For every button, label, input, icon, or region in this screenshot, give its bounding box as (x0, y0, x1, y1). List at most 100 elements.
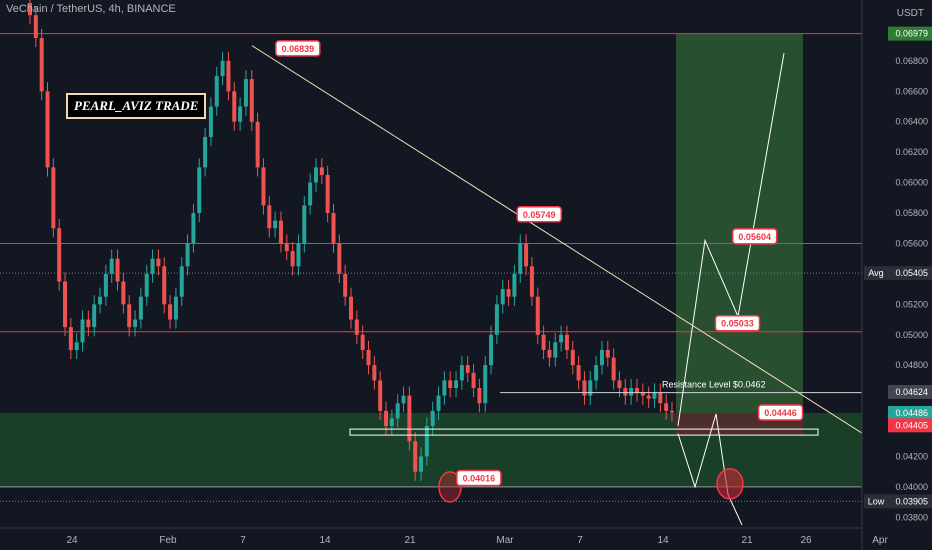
candle-body (173, 296, 178, 320)
y-tick-label: 0.04200 (895, 451, 928, 461)
candle-body (226, 60, 231, 92)
candle-body (389, 418, 394, 427)
candle-body (553, 342, 558, 358)
resistance-label: Resistance Level $0.0462 (662, 380, 766, 390)
candle-body (623, 388, 628, 396)
candle-body (80, 319, 85, 343)
candle-body (354, 319, 359, 335)
candle-body (489, 334, 494, 366)
candle-body (121, 281, 126, 305)
candle-body (343, 273, 348, 297)
candle-body (652, 392, 657, 399)
candle-body (570, 349, 575, 366)
candle-body (296, 243, 301, 267)
candle-body (611, 357, 616, 381)
price-callout-box (731, 228, 778, 245)
price-tag (888, 494, 932, 509)
candle-body (483, 365, 488, 404)
price-callout-label: 0.05604 (738, 232, 771, 242)
descending-trendline (251, 45, 883, 447)
candle-body (109, 258, 114, 274)
candle-body (115, 258, 120, 282)
y-tick-label: 0.05000 (895, 330, 928, 340)
x-tick-label: Mar (496, 535, 514, 546)
price-tag (888, 384, 932, 399)
candle-body (360, 334, 365, 350)
y-tick-label: 0.06000 (895, 178, 928, 188)
candle-body (658, 392, 663, 404)
target-highlight-circle (716, 468, 744, 500)
candle-body (436, 395, 441, 411)
price-callout-label: 0.05033 (721, 319, 754, 329)
candle-body (308, 182, 313, 206)
candle-body (86, 319, 91, 328)
x-tick-label: 7 (577, 535, 583, 546)
candle-body (465, 365, 470, 373)
price-callout-box (516, 206, 562, 223)
candle-body (33, 15, 38, 39)
candle-body (168, 304, 173, 320)
candle-body (518, 243, 523, 274)
candle-body (477, 388, 482, 404)
candle-body (424, 426, 429, 457)
bearish-projection-arrow (677, 413, 743, 526)
candle-body (395, 403, 400, 419)
candle-body (664, 403, 669, 411)
candle-body (459, 365, 464, 381)
candle-body (179, 266, 184, 297)
candle-body (337, 243, 342, 274)
candle-body (576, 365, 581, 381)
candle-body (401, 395, 406, 404)
candle-body (325, 174, 330, 214)
price-tag-label: 0.04405 (895, 420, 928, 430)
price-callout-label: 0.04446 (764, 408, 797, 418)
candle-body (156, 258, 161, 267)
candle-body (63, 281, 68, 328)
price-tag-badge (864, 494, 888, 509)
candle-body (150, 258, 155, 274)
brand-watermark: PEARL_AVIZ TRADE (66, 93, 207, 119)
candle-body (582, 380, 587, 396)
x-tick-label: 21 (741, 535, 753, 546)
candle-body (547, 349, 552, 358)
candle-body (629, 388, 634, 396)
candle-body (313, 167, 318, 183)
candle-body (506, 289, 511, 297)
price-tag (888, 26, 932, 41)
price-tag-label: 0.03905 (895, 496, 928, 506)
candle-body (45, 91, 50, 168)
candle-body (564, 334, 569, 350)
candle-body (92, 304, 97, 328)
candle-body (588, 380, 593, 396)
y-tick-label: 0.03800 (895, 512, 928, 522)
price-tag (888, 266, 932, 281)
currency-unit: USDT (896, 8, 924, 19)
price-tag-label: 0.06979 (895, 29, 928, 39)
x-tick-label: Apr (872, 535, 888, 546)
bullish-projection-arrow (677, 53, 785, 427)
candle-body (331, 213, 336, 244)
y-tick-label: 0.06800 (895, 56, 928, 66)
y-tick-label: 0.04800 (895, 360, 928, 370)
candle-body (249, 79, 254, 122)
candle-body (39, 38, 44, 92)
candle-body (290, 251, 295, 267)
candle-body (471, 372, 476, 389)
candle-body (103, 273, 108, 297)
candle-body (162, 266, 167, 305)
price-callout-box (275, 40, 321, 57)
price-tag-label: 0.04486 (895, 408, 928, 418)
candle-body (670, 410, 674, 413)
candle-body (273, 220, 278, 229)
y-tick-label: 0.06400 (895, 117, 928, 127)
candle-body (197, 167, 202, 214)
candle-body (238, 106, 243, 122)
candle-body (454, 380, 459, 389)
candle-body (302, 205, 307, 244)
y-tick-label: 0.05600 (895, 238, 928, 248)
price-tag-name: Avg (868, 268, 883, 278)
candle-body (500, 289, 505, 305)
long-profit-zone (676, 33, 803, 413)
candle-body (319, 167, 324, 175)
